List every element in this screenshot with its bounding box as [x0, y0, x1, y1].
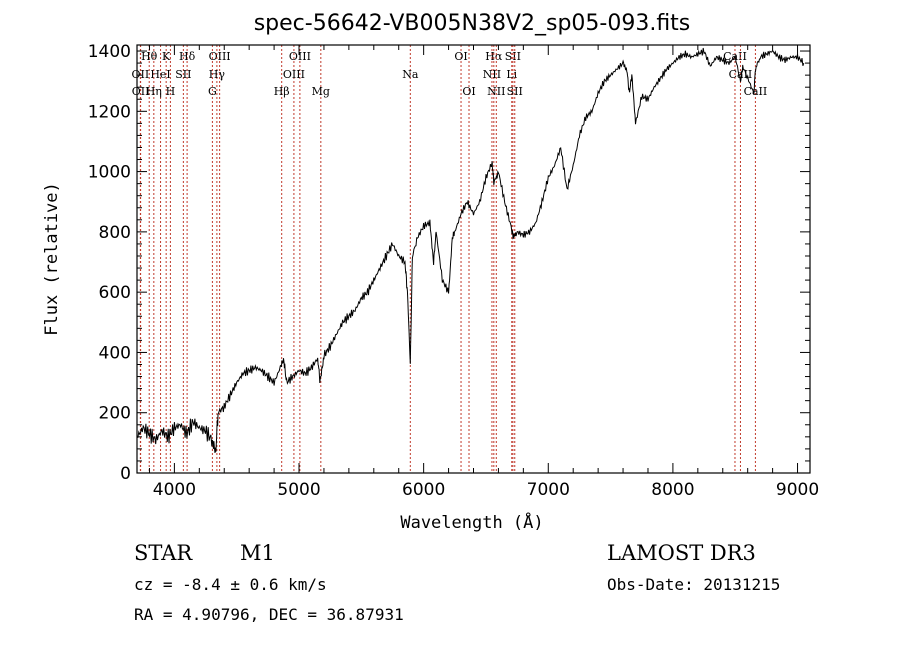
spectral-line-label: OIII: [283, 68, 305, 81]
spectral-line-label: NII: [487, 85, 505, 98]
x-tick-label: 9000: [776, 480, 819, 500]
x-tick-label: 7000: [527, 480, 570, 500]
spectral-line-label: OI: [462, 85, 475, 98]
spectrum-layer: [136, 47, 805, 454]
plot-frame: [136, 44, 811, 474]
y-tick-label: 400: [99, 343, 131, 363]
x-tick-label: 4000: [153, 480, 196, 500]
y-tick-label: 800: [99, 223, 131, 243]
obs-date: Obs-Date: 20131215: [607, 575, 780, 594]
object-subclass: M1: [240, 541, 275, 565]
x-tick-label: 5000: [277, 480, 320, 500]
y-tick-label: 0: [120, 464, 131, 484]
spectral-line-label: H: [166, 85, 176, 98]
spectral-line-label: K: [162, 50, 171, 63]
spectral-line-label: Hα: [485, 50, 503, 63]
y-tick-label: 200: [99, 404, 131, 424]
y-tick-label: 1400: [88, 42, 131, 62]
x-ticks: 4000 5000 6000 7000 8000 9000: [148, 45, 819, 500]
spectral-line-label: Mg: [312, 85, 330, 98]
y-axis-label: Flux (relative): [42, 182, 62, 336]
redshift-cz: cz = -8.4 ± 0.6 km/s: [134, 575, 327, 594]
x-tick-label: 6000: [402, 480, 445, 500]
chart-title: spec-56642-VB005N38V2_sp05-093.fits: [254, 11, 691, 36]
spectral-line-label: OIII: [209, 50, 231, 63]
spectral-line-label: Hβ: [274, 85, 290, 98]
spectral-line-label: Na: [402, 68, 419, 81]
spectral-line-label: CaII: [744, 85, 768, 98]
object-class: STAR: [134, 541, 193, 565]
spectrum-series: [136, 47, 805, 454]
spectral-line-label: SII: [175, 68, 191, 81]
spectral-line-label: OII: [132, 85, 150, 98]
y-tick-label: 600: [99, 283, 131, 303]
ra-dec: RA = 4.90796, DEC = 36.87931: [134, 605, 404, 624]
spectral-line-label: NII: [483, 68, 501, 81]
spectral-line-label: Hθ: [141, 50, 158, 63]
spectral-line-label: Li: [506, 68, 517, 81]
spectral-line-label: SII: [507, 85, 523, 98]
x-axis-label: Wavelength (Å): [400, 511, 543, 533]
spectral-line-label: SII: [505, 50, 521, 63]
spectral-line-label: Hη: [146, 85, 162, 98]
y-tick-label: 1200: [88, 102, 131, 122]
y-ticks: 0 200 400 600 800 1000 1200 1400: [88, 42, 810, 484]
spectral-line-label: OI: [454, 50, 467, 63]
spectral-line-label: Hδ: [179, 50, 196, 63]
spectral-line-label: OIII: [289, 50, 311, 63]
x-tick-label: 8000: [651, 480, 694, 500]
spectral-line-label: CaII: [729, 68, 753, 81]
spectral-line-label: G: [208, 85, 217, 98]
spectral-line-label: Hγ: [209, 68, 226, 81]
y-tick-label: 1000: [88, 163, 131, 183]
survey-name: LAMOST DR3: [607, 541, 756, 565]
